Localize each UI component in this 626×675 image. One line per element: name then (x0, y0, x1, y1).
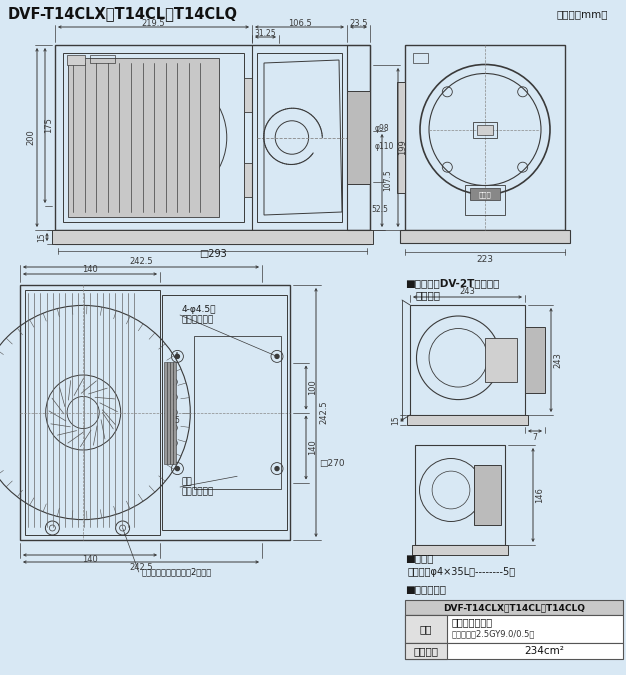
Bar (465, 185, 505, 215)
Text: 219.5: 219.5 (141, 18, 165, 28)
Circle shape (275, 466, 279, 470)
Text: 4: 4 (174, 352, 179, 361)
Text: 7: 7 (533, 433, 538, 441)
Text: 140: 140 (82, 556, 98, 564)
Text: 242.5: 242.5 (319, 401, 329, 425)
Text: ■付属品: ■付属品 (405, 553, 433, 563)
Circle shape (175, 354, 180, 358)
Text: 色調: 色調 (420, 624, 432, 634)
Bar (347, 91, 370, 184)
Text: 242.5: 242.5 (129, 257, 153, 267)
Bar (55, 45, 370, 230)
Text: （単位：mm）: （単位：mm） (557, 9, 608, 19)
Text: 243: 243 (459, 288, 475, 296)
Text: 106.5: 106.5 (287, 18, 311, 28)
Bar (167, 362, 170, 464)
Bar (397, 82, 405, 193)
Text: 15: 15 (391, 415, 401, 425)
Bar (412, 545, 508, 555)
Bar (407, 415, 528, 425)
Bar (470, 188, 500, 200)
Text: 200: 200 (26, 130, 36, 145)
Text: 175: 175 (44, 117, 53, 134)
Bar (473, 122, 497, 138)
Text: 31.25: 31.25 (255, 28, 276, 38)
Text: φ98: φ98 (375, 124, 389, 133)
Bar (413, 53, 428, 63)
Bar (405, 643, 623, 659)
Text: 234cm²: 234cm² (524, 646, 564, 656)
Bar (244, 163, 252, 196)
Bar (193, 336, 281, 489)
Text: 4-φ4.5穴: 4-φ4.5穴 (182, 306, 217, 315)
Bar (400, 230, 570, 243)
Text: □293: □293 (198, 249, 227, 259)
Bar (68, 58, 219, 217)
Text: 長穴: 長穴 (182, 477, 193, 487)
Text: 140: 140 (309, 439, 317, 456)
Text: DVF-T14CLX・T14CL・T14CLQ: DVF-T14CLX・T14CL・T14CLQ (8, 7, 238, 22)
Bar (244, 78, 252, 112)
Bar (473, 465, 501, 525)
Bar (415, 445, 505, 545)
Text: □270: □270 (319, 459, 345, 468)
Text: 木ねじ（φ4×35L）--------5本: 木ねじ（φ4×35L）--------5本 (408, 567, 516, 577)
Text: ■本体カバー: ■本体カバー (405, 584, 446, 594)
Text: 23.5: 23.5 (349, 18, 367, 28)
Bar (477, 124, 493, 134)
Text: 換気扇: 換気扇 (479, 192, 491, 198)
Bar (173, 362, 177, 464)
Text: 243: 243 (553, 352, 563, 368)
Bar (55, 230, 370, 244)
Bar (347, 45, 370, 230)
Bar (485, 338, 517, 382)
Text: 開口面積: 開口面積 (414, 646, 438, 656)
Text: 107.5: 107.5 (384, 169, 393, 192)
Text: 146: 146 (535, 487, 545, 503)
Text: ■吹下金具DV-2T（別売）: ■吹下金具DV-2T（別売） (405, 278, 500, 288)
Bar (165, 362, 167, 464)
Text: φ110: φ110 (375, 142, 394, 151)
Bar (405, 615, 623, 643)
Bar (170, 362, 173, 464)
Text: 本体取付用穴: 本体取付用穴 (182, 315, 214, 325)
Bar (67, 55, 85, 65)
Circle shape (275, 354, 279, 358)
Bar (405, 615, 447, 643)
Text: 52.5: 52.5 (372, 205, 389, 213)
Text: 223: 223 (476, 254, 493, 263)
Text: 242.5: 242.5 (129, 564, 153, 572)
Text: 140: 140 (82, 265, 98, 273)
Text: ムーンホワイト: ムーンホワイト (452, 617, 493, 627)
Text: ベルマウス取っ手部（2ヶ所）: ベルマウス取っ手部（2ヶ所） (141, 568, 212, 576)
Text: 100: 100 (309, 379, 317, 396)
Text: 199: 199 (399, 140, 408, 155)
Text: DVF-T14CLX・T14CL・T14CLQ: DVF-T14CLX・T14CL・T14CLQ (443, 603, 585, 612)
Bar (405, 600, 623, 615)
Bar (20, 285, 290, 540)
Bar (90, 55, 115, 63)
Text: 15: 15 (38, 232, 46, 242)
Bar (405, 45, 565, 230)
Bar (525, 327, 545, 393)
Circle shape (175, 466, 180, 470)
Bar (410, 305, 525, 415)
Text: 排気口取付用: 排気口取付用 (182, 487, 214, 497)
Bar (162, 295, 287, 530)
Bar (52, 230, 373, 244)
Text: （マンセル2.5GY9.0/0.5）: （マンセル2.5GY9.0/0.5） (452, 630, 535, 639)
Bar (63, 53, 244, 222)
Bar (25, 290, 160, 535)
Text: 5: 5 (174, 416, 179, 425)
Bar (405, 643, 447, 659)
Text: 取付位置: 取付位置 (415, 290, 440, 300)
Bar (257, 53, 342, 222)
